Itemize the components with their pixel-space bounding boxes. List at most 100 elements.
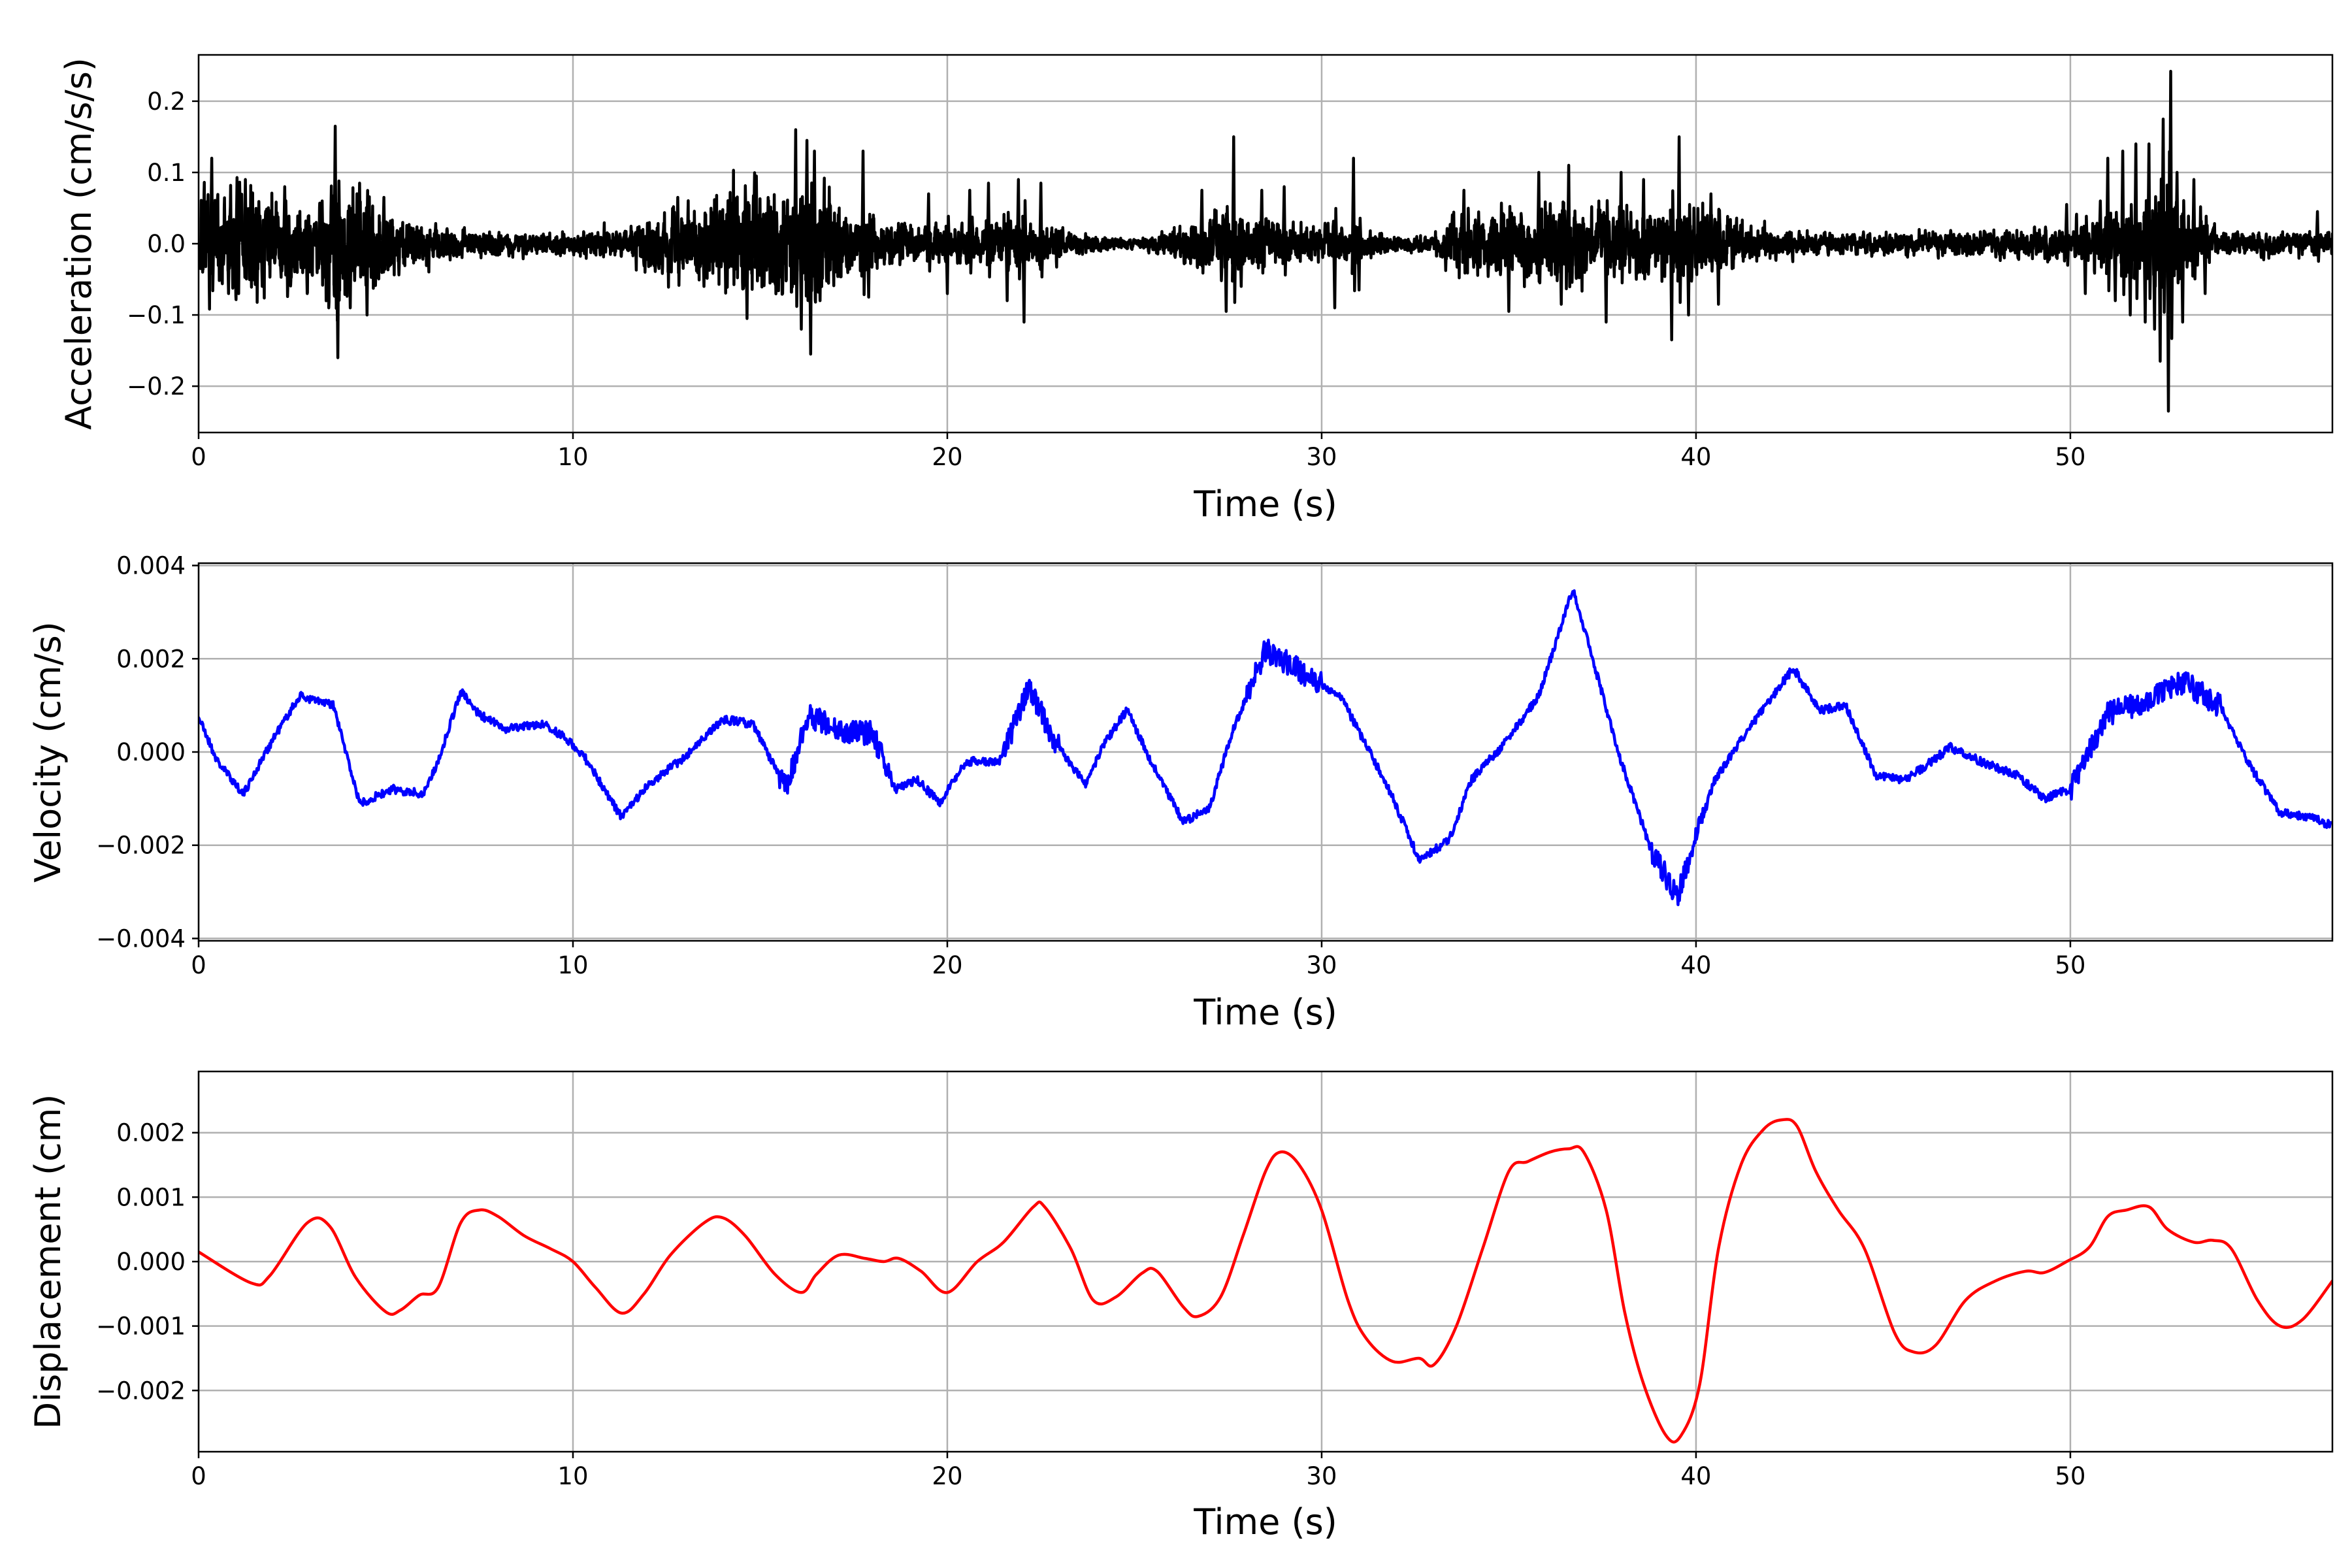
velocity-panel: 0 10 20 30 40 50 0.004 0.002 0.000 −0.002 −0.004 T… — [27, 552, 2334, 1033]
acceleration-spike — [1603, 199, 1610, 324]
acceleration-spike — [926, 192, 932, 273]
acceleration-spike — [811, 149, 819, 297]
acceleration-spike — [967, 188, 973, 275]
acceleration-spike — [381, 195, 388, 271]
acceleration-spike — [225, 214, 233, 295]
acceleration-spike — [2104, 156, 2112, 293]
acceleration-x-tick-label: 20 — [932, 443, 962, 471]
displacement-y-tick-label: −0.001 — [96, 1313, 186, 1341]
displacement-panel: 0 10 20 30 40 50 0.002 0.001 0.000 −0.001 −0.002 T… — [27, 1070, 2334, 1543]
acceleration-spike — [1231, 135, 1237, 304]
acceleration-spike — [2112, 210, 2119, 302]
acceleration-spike — [2160, 117, 2167, 314]
acceleration-spike — [364, 203, 371, 317]
acceleration-spike — [1238, 218, 1245, 288]
acceleration-spike — [944, 214, 951, 295]
velocity-x-tick-label: 10 — [557, 951, 588, 979]
displacement-x-tick-label: 40 — [1680, 1462, 1711, 1490]
acceleration-spike — [866, 212, 873, 299]
velocity-y-tick-label: −0.002 — [96, 832, 186, 860]
velocity-y-tick-label: 0.000 — [116, 738, 186, 766]
displacement-y-tick-label: 0.000 — [116, 1248, 186, 1276]
displacement-trace — [199, 1118, 2332, 1444]
acceleration-spike — [1356, 216, 1363, 292]
displacement-x-tick-label: 10 — [557, 1462, 588, 1490]
velocity-trace — [199, 589, 2332, 906]
acceleration-spike — [357, 182, 363, 279]
acceleration-spike — [1037, 182, 1045, 279]
velocity-series — [199, 589, 2332, 906]
acceleration-spike — [304, 214, 311, 295]
acceleration-spike — [1558, 208, 1565, 306]
acceleration-spike — [701, 218, 708, 288]
acceleration-spike — [2314, 210, 2321, 263]
acceleration-spike — [1223, 204, 1230, 313]
acceleration-y-tick-label: 0.2 — [147, 88, 186, 116]
displacement-x-tick-label: 20 — [932, 1462, 962, 1490]
acceleration-trace — [199, 169, 2332, 322]
acceleration-spike — [2151, 195, 2159, 331]
acceleration-x-tick-label: 30 — [1306, 443, 1337, 471]
acceleration-spike — [1536, 171, 1543, 285]
acceleration-spike — [860, 149, 867, 297]
acceleration-panel: 0 10 20 30 40 50 0.2 0.1 0.0 −0.1 −0.2 Time (s) Ac… — [58, 54, 2334, 525]
acceleration-x-tick-label: 0 — [191, 443, 206, 471]
acceleration-spike — [1259, 188, 1266, 275]
acceleration-spike — [1669, 189, 1676, 342]
acceleration-spike — [1281, 185, 1288, 277]
acceleration-spike — [2174, 171, 2181, 285]
acceleration-spike — [1676, 135, 1683, 304]
acceleration-x-tick-label: 40 — [1680, 443, 1711, 471]
acceleration-spike — [2168, 69, 2174, 340]
acceleration-y-tick-label: 0.1 — [147, 159, 186, 187]
velocity-x-tick-label: 30 — [1306, 951, 1337, 979]
velocity-x-tick-label: 0 — [191, 951, 206, 979]
displacement-x-tick-label: 50 — [2055, 1462, 2085, 1490]
acceleration-y-tick-label: −0.1 — [127, 301, 186, 329]
acceleration-series — [199, 69, 2332, 413]
acceleration-spike — [2082, 214, 2089, 295]
acceleration-spike — [2097, 199, 2104, 269]
acceleration-y-tick-label: 0.0 — [147, 230, 186, 258]
velocity-grid — [197, 563, 2332, 941]
acceleration-x-tick-label: 10 — [557, 443, 588, 471]
acceleration-spike — [1565, 163, 1573, 289]
acceleration-spike — [2146, 142, 2153, 301]
displacement-y-axis-title: Displacement (cm) — [27, 1094, 69, 1429]
acceleration-spike — [319, 199, 326, 269]
acceleration-spike — [817, 210, 824, 302]
acceleration-spike — [753, 174, 760, 283]
acceleration-spike — [1004, 210, 1011, 302]
velocity-y-tick-label: −0.004 — [96, 924, 186, 953]
acceleration-y-axis-title: Acceleration (cm/s/s) — [58, 57, 99, 430]
velocity-y-axis-title: Velocity (cm/s) — [27, 621, 69, 883]
acceleration-x-tick-label: 50 — [2055, 443, 2085, 471]
displacement-series — [199, 1118, 2332, 1444]
acceleration-spike — [1199, 188, 1206, 275]
acceleration-spike — [1716, 208, 1722, 306]
velocity-y-tick-label: 0.004 — [116, 552, 186, 580]
acceleration-spike — [2132, 142, 2140, 301]
acceleration-spike — [2180, 199, 2187, 324]
acceleration-spike — [335, 179, 342, 359]
velocity-x-tick-label: 20 — [932, 951, 962, 979]
acceleration-spike — [1021, 199, 1028, 324]
acceleration-spike — [985, 182, 992, 279]
acceleration-spike — [1461, 188, 1468, 275]
velocity-x-tick-label: 50 — [2055, 951, 2085, 979]
acceleration-ticks: 0 10 20 30 40 50 0.2 0.1 0.0 −0.1 −0.2 — [127, 88, 2085, 471]
acceleration-spike — [1331, 206, 1339, 310]
displacement-x-axis-title: Time (s) — [1193, 1501, 1337, 1543]
acceleration-spike — [779, 214, 787, 295]
acceleration-spike — [347, 206, 354, 310]
acceleration-spike — [1618, 171, 1625, 285]
acceleration-spike — [1641, 178, 1648, 281]
acceleration-spike — [259, 218, 266, 288]
acceleration-spike — [282, 185, 289, 277]
acceleration-spike — [792, 128, 800, 308]
displacement-x-tick-label: 0 — [191, 1462, 206, 1490]
acceleration-spike — [2063, 203, 2070, 267]
acceleration-spike — [2119, 149, 2127, 297]
acceleration-spike — [2127, 203, 2134, 317]
